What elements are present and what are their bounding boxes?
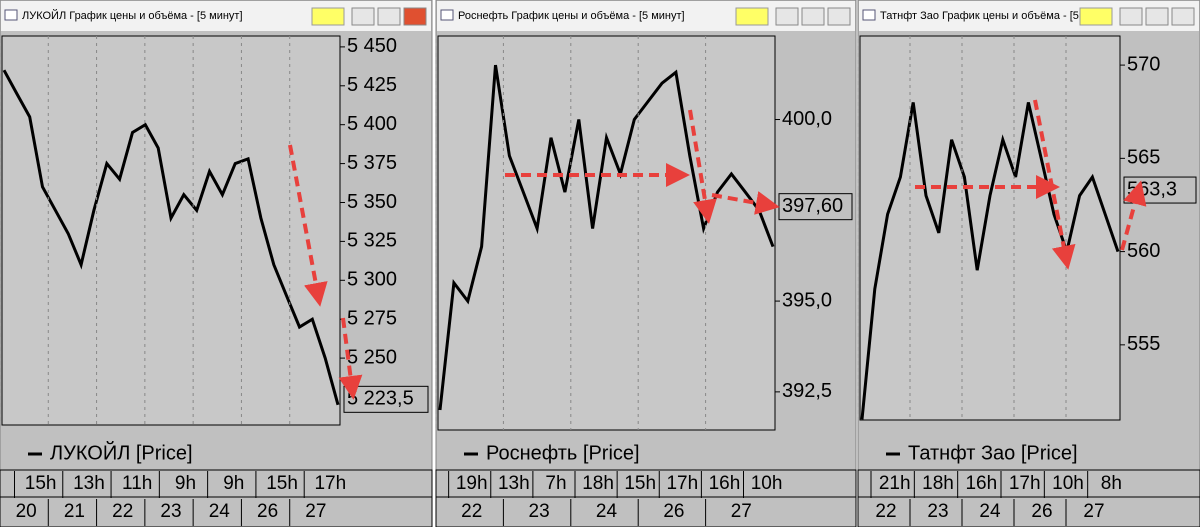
legend-label: Роснефть [Price] bbox=[486, 442, 640, 464]
time-label: 22 bbox=[875, 501, 896, 522]
time-label: 13h bbox=[498, 473, 530, 494]
time-label: 20 bbox=[16, 501, 37, 522]
minimize-button[interactable] bbox=[775, 7, 799, 26]
time-label: 17h bbox=[314, 473, 346, 494]
time-label: 8h bbox=[1101, 473, 1122, 494]
time-label: 16h bbox=[965, 473, 997, 494]
annotations bbox=[288, 99, 1147, 400]
time-label: 19h bbox=[456, 473, 488, 494]
y-tick-label: 392,5 bbox=[782, 380, 832, 402]
y-tick-label: 5 425 bbox=[347, 74, 397, 96]
minimize-button[interactable] bbox=[1119, 7, 1143, 26]
restore-button[interactable] bbox=[377, 7, 401, 26]
y-tick-label: 555 bbox=[1127, 333, 1160, 355]
time-label: 24 bbox=[979, 501, 1001, 522]
y-tick-label: 5 375 bbox=[347, 152, 397, 174]
price-line bbox=[860, 102, 1120, 420]
time-label: 22 bbox=[112, 501, 133, 522]
legend-label: ЛУКОЙЛ [Price] bbox=[50, 440, 193, 464]
y-tick-label: 570 bbox=[1127, 53, 1160, 75]
time-label: 23 bbox=[927, 501, 948, 522]
time-label: 24 bbox=[596, 501, 618, 522]
time-label: 27 bbox=[731, 501, 752, 522]
restore-button[interactable] bbox=[801, 7, 825, 26]
time-label: 11h bbox=[122, 473, 152, 494]
price-line bbox=[438, 64, 775, 411]
time-label: 27 bbox=[1083, 501, 1104, 522]
y-tick-label: 5 300 bbox=[347, 269, 397, 291]
y-tick-label: 560 bbox=[1127, 240, 1160, 262]
time-label: 15h bbox=[266, 473, 298, 494]
time-label: 21h bbox=[879, 473, 911, 494]
y-tick-label: 5 250 bbox=[347, 346, 397, 368]
last-price-label: 397,60 bbox=[782, 195, 843, 217]
time-label: 23 bbox=[529, 501, 550, 522]
time-axis bbox=[435, 469, 857, 527]
restore-button[interactable] bbox=[1145, 7, 1169, 26]
link-button[interactable] bbox=[1079, 7, 1113, 26]
last-price-label: 5 223,5 bbox=[347, 388, 414, 410]
window-title: Роснефть График цены и объёма - [5 минут… bbox=[458, 10, 685, 22]
time-label: 17h bbox=[666, 473, 698, 494]
time-label: 10h bbox=[1052, 473, 1084, 494]
link-button[interactable] bbox=[311, 7, 345, 26]
time-label: 10h bbox=[751, 473, 783, 494]
y-tick-label: 400,0 bbox=[782, 108, 832, 130]
minimize-button[interactable] bbox=[351, 7, 375, 26]
time-axis bbox=[0, 469, 433, 527]
time-label: 9h bbox=[175, 473, 196, 494]
window-icon bbox=[440, 9, 454, 21]
time-label: 26 bbox=[663, 501, 684, 522]
window-title: ЛУКОЙЛ График цены и объёма - [5 минут] bbox=[22, 9, 243, 22]
time-label: 26 bbox=[1031, 501, 1052, 522]
legend-label: Татнфт Зао [Price] bbox=[908, 442, 1078, 464]
close-button[interactable] bbox=[827, 7, 851, 26]
window-icon bbox=[4, 9, 18, 21]
y-tick-label: 565 bbox=[1127, 147, 1160, 169]
y-tick-label: 5 400 bbox=[347, 113, 397, 135]
time-label: 13h bbox=[73, 473, 105, 494]
time-label: 24 bbox=[209, 501, 231, 522]
link-button[interactable] bbox=[735, 7, 769, 26]
time-label: 15h bbox=[624, 473, 656, 494]
time-label: 16h bbox=[709, 473, 741, 494]
close-button[interactable] bbox=[1171, 7, 1195, 26]
plot-area bbox=[1, 35, 341, 426]
window: Татнфт Зао График цены и объёма - [5 570 5… bbox=[857, 0, 1200, 527]
y-tick-label: 395,0 bbox=[782, 289, 832, 311]
plot-area bbox=[437, 35, 776, 431]
time-label: 9h bbox=[223, 473, 244, 494]
y-tick-label: 5 350 bbox=[347, 191, 397, 213]
y-tick-label: 5 450 bbox=[347, 35, 397, 57]
last-price-label: 563,3 bbox=[1127, 178, 1177, 200]
time-label: 27 bbox=[305, 501, 326, 522]
window: ЛУКОЙЛ График цены и объёма - [5 минут] 5… bbox=[0, 0, 433, 527]
window-title: Татнфт Зао График цены и объёма - [5 bbox=[880, 10, 1079, 22]
time-label: 21 bbox=[64, 501, 85, 522]
time-axis bbox=[857, 469, 1200, 527]
price-line bbox=[2, 69, 340, 406]
time-label: 18h bbox=[582, 473, 614, 494]
y-tick-label: 5 275 bbox=[347, 307, 397, 329]
close-button[interactable] bbox=[403, 7, 427, 26]
window-icon bbox=[862, 9, 876, 21]
time-label: 15h bbox=[25, 473, 57, 494]
y-tick-label: 5 325 bbox=[347, 230, 397, 252]
time-label: 23 bbox=[160, 501, 181, 522]
window: Роснефть График цены и объёма - [5 минут… bbox=[435, 0, 857, 527]
time-label: 17h bbox=[1009, 473, 1041, 494]
time-label: 26 bbox=[257, 501, 278, 522]
time-label: 22 bbox=[461, 501, 482, 522]
plot-area bbox=[859, 35, 1121, 421]
time-label: 18h bbox=[922, 473, 954, 494]
time-label: 7h bbox=[545, 473, 566, 494]
